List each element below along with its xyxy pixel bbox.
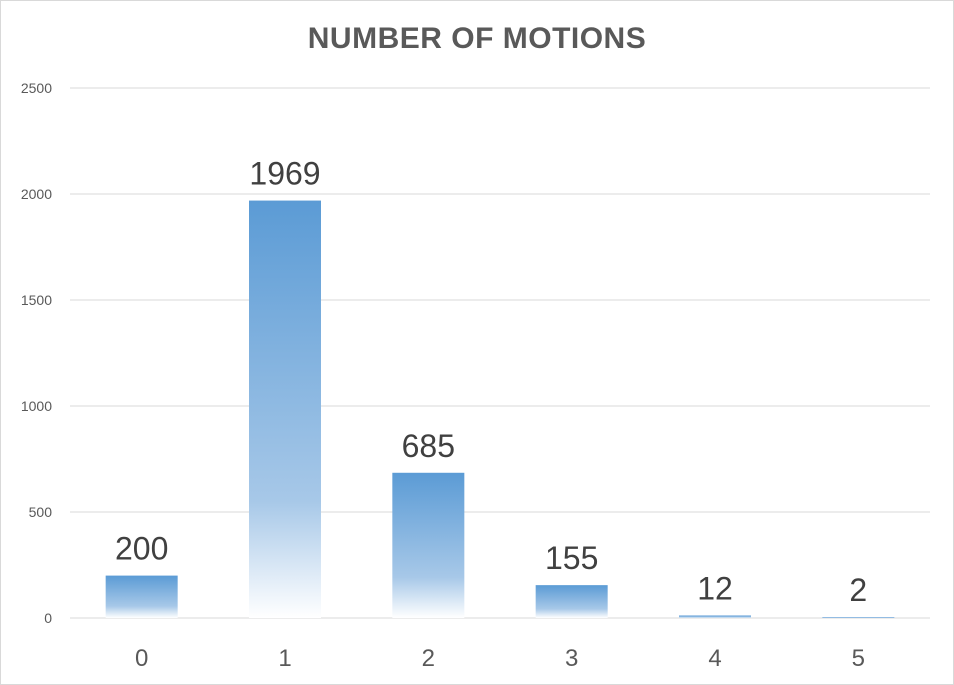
y-tick-label: 1500: [21, 292, 52, 308]
bar-5: [822, 617, 895, 618]
data-label-3: 155: [545, 540, 598, 576]
y-tick-label: 1000: [21, 398, 52, 414]
x-tick-label: 1: [278, 645, 291, 672]
y-tick-label: 500: [29, 504, 53, 520]
gridlines: [70, 87, 930, 619]
y-axis-tick-labels: 0 500 1000 1500 2000 2500: [21, 80, 52, 626]
data-label-2: 685: [402, 428, 455, 464]
data-label-5: 2: [849, 572, 867, 608]
y-tick-label: 0: [44, 610, 52, 626]
x-tick-label: 0: [135, 645, 148, 672]
data-label-1: 1969: [249, 156, 320, 192]
bar-2: [392, 472, 465, 618]
x-tick-label: 3: [565, 645, 578, 672]
x-axis-tick-labels: 0 1 2 3 4 5: [135, 645, 865, 672]
x-tick-label: 2: [422, 645, 435, 672]
data-labels: 200 1969 685 155 12 2: [115, 156, 867, 608]
bar-0: [105, 575, 178, 618]
bar-1: [249, 200, 321, 618]
x-tick-label: 4: [708, 645, 721, 672]
bar-3: [535, 585, 608, 618]
data-label-0: 200: [115, 531, 168, 567]
y-tick-label: 2000: [21, 186, 52, 202]
bar-4: [679, 615, 751, 618]
y-tick-label: 2500: [21, 80, 52, 96]
data-label-4: 12: [697, 570, 733, 606]
bars: [105, 200, 895, 618]
x-tick-label: 5: [852, 645, 865, 672]
chart-title: NUMBER OF MOTIONS: [307, 22, 647, 55]
